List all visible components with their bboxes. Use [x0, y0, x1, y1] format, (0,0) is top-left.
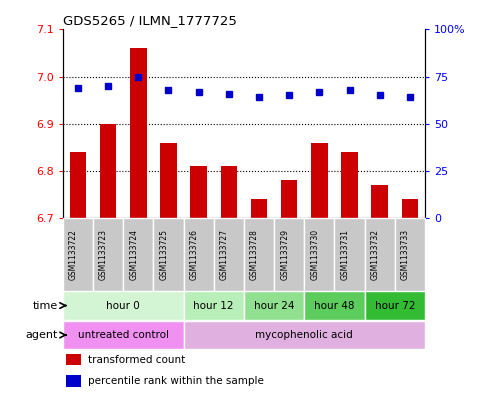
Text: untreated control: untreated control [78, 330, 169, 340]
Bar [341, 152, 358, 218]
Bar [395, 218, 425, 291]
Text: mycophenolic acid: mycophenolic acid [256, 330, 353, 340]
Text: GSM1133727: GSM1133727 [220, 229, 229, 280]
Bar [130, 48, 146, 218]
Bar [304, 218, 334, 291]
Bar [67, 375, 81, 387]
Text: agent: agent [26, 330, 58, 340]
Bar [281, 180, 298, 218]
Bar [402, 199, 418, 218]
Bar [184, 218, 213, 291]
Bar [371, 185, 388, 218]
Text: GSM1133723: GSM1133723 [99, 229, 108, 280]
Bar [213, 218, 244, 291]
Text: GSM1133730: GSM1133730 [311, 229, 319, 280]
Bar [365, 218, 395, 291]
Bar [93, 218, 123, 291]
Text: GSM1133724: GSM1133724 [129, 229, 138, 280]
Bar [311, 143, 327, 218]
Text: GSM1133733: GSM1133733 [401, 229, 410, 280]
Bar [304, 292, 365, 320]
Text: GSM1133732: GSM1133732 [371, 229, 380, 280]
Text: hour 24: hour 24 [254, 301, 294, 310]
Bar [70, 152, 86, 218]
Bar [100, 124, 116, 218]
Bar [244, 292, 304, 320]
Bar [63, 292, 184, 320]
Text: hour 72: hour 72 [375, 301, 415, 310]
Bar [274, 218, 304, 291]
Bar [251, 199, 267, 218]
Text: GSM1133726: GSM1133726 [190, 229, 199, 280]
Bar [184, 292, 244, 320]
Text: GSM1133722: GSM1133722 [69, 229, 78, 280]
Bar [184, 321, 425, 349]
Bar [334, 218, 365, 291]
Bar [160, 143, 177, 218]
Text: hour 48: hour 48 [314, 301, 355, 310]
Text: percentile rank within the sample: percentile rank within the sample [88, 376, 264, 386]
Text: transformed count: transformed count [88, 354, 185, 365]
Bar [244, 218, 274, 291]
Text: GDS5265 / ILMN_1777725: GDS5265 / ILMN_1777725 [63, 14, 237, 27]
Bar [63, 321, 184, 349]
Bar [123, 218, 154, 291]
Bar [190, 166, 207, 218]
Text: GSM1133728: GSM1133728 [250, 229, 259, 280]
Text: GSM1133725: GSM1133725 [159, 229, 169, 280]
Bar [63, 218, 93, 291]
Bar [154, 218, 184, 291]
Bar [365, 292, 425, 320]
Text: hour 12: hour 12 [194, 301, 234, 310]
Text: GSM1133731: GSM1133731 [341, 229, 350, 280]
Text: time: time [33, 301, 58, 310]
Text: hour 0: hour 0 [106, 301, 140, 310]
Text: GSM1133729: GSM1133729 [280, 229, 289, 280]
Bar [221, 166, 237, 218]
Bar [67, 354, 81, 365]
